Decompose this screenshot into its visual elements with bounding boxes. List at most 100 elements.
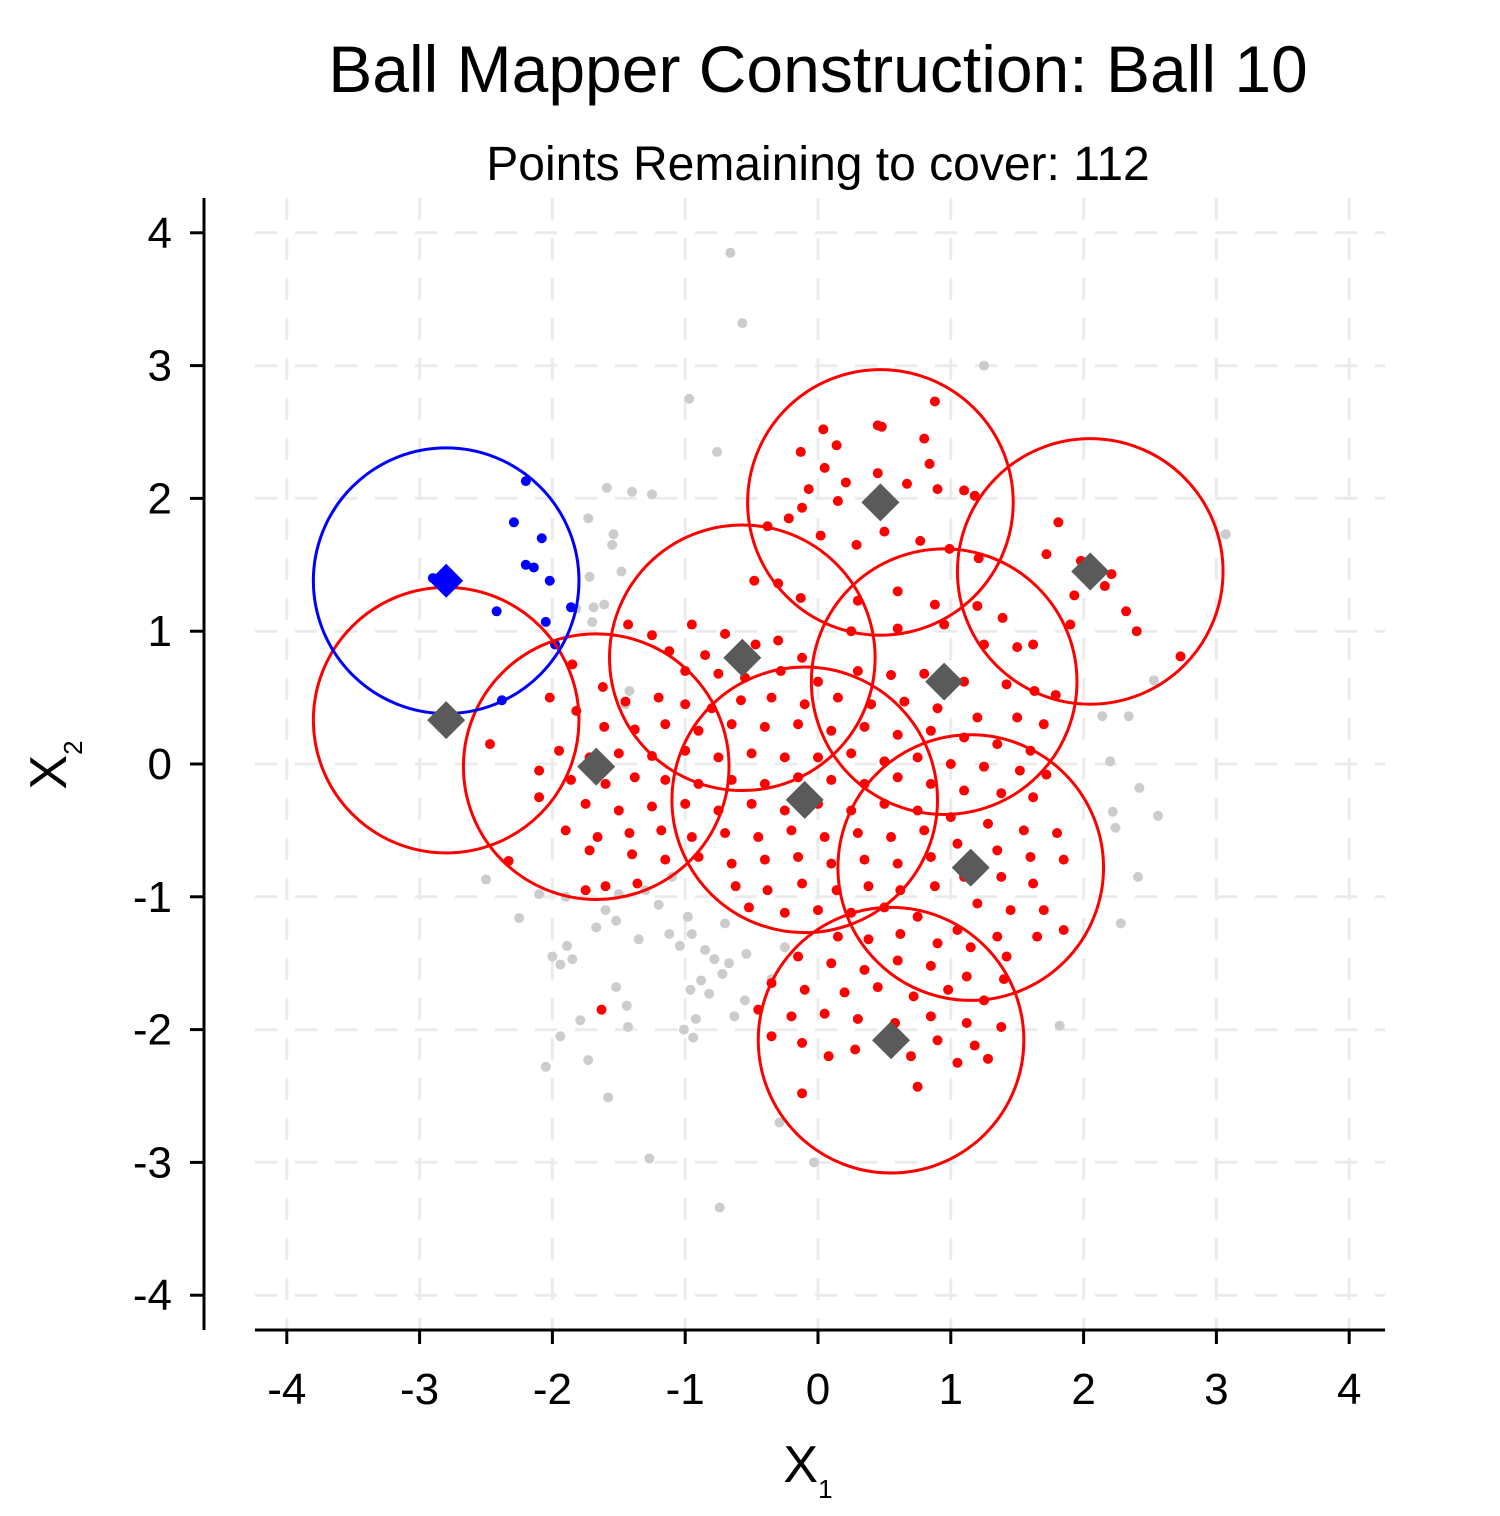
ball-center-marker — [872, 1021, 911, 1060]
uncovered-point — [633, 934, 644, 945]
covered-point — [832, 931, 843, 942]
covered-point — [600, 881, 611, 892]
covered-point — [840, 477, 851, 488]
y-tick-label: -4 — [133, 1271, 172, 1320]
uncovered-point — [627, 486, 638, 497]
uncovered-point — [1097, 711, 1108, 722]
covered-point — [632, 878, 643, 889]
covered-point — [597, 681, 608, 692]
covered-point — [982, 1053, 993, 1064]
covered-point — [735, 695, 746, 706]
uncovered-point — [1107, 806, 1118, 817]
uncovered-point — [674, 940, 685, 951]
uncovered-point — [779, 942, 790, 953]
uncovered-point — [709, 954, 720, 965]
uncovered-point — [601, 482, 612, 493]
covered-point — [797, 1088, 808, 1099]
covered-point — [872, 468, 883, 479]
covered-point — [832, 692, 843, 703]
y-tick-label: 1 — [148, 607, 172, 656]
covered-point — [919, 433, 930, 444]
y-tick-label: -3 — [133, 1138, 172, 1187]
covered-point — [660, 854, 671, 865]
y-axis-label-main: X — [20, 755, 78, 790]
covered-point — [1012, 642, 1023, 653]
covered-point — [925, 960, 936, 971]
covered-point — [746, 798, 757, 809]
x-axis-label: X1 — [783, 1436, 832, 1504]
y-tick-label: 4 — [148, 209, 172, 258]
covered-point — [850, 1044, 861, 1055]
x-tick-label: 2 — [1071, 1365, 1095, 1414]
covered-point — [979, 761, 989, 772]
covered-point — [943, 984, 954, 995]
uncovered-point — [599, 599, 610, 610]
uncovered-point — [603, 1092, 614, 1103]
uncovered-point — [774, 1117, 785, 1128]
covered-point — [959, 676, 970, 687]
covered-point — [924, 458, 935, 469]
uncovered-point — [562, 940, 573, 951]
grid-lines — [255, 198, 1385, 1330]
covered-point — [965, 942, 976, 953]
uncovered-points — [481, 247, 1231, 1213]
uncovered-point — [720, 918, 731, 929]
covered-point — [1069, 590, 1080, 601]
uncovered-point — [1110, 822, 1121, 833]
covered-point — [793, 951, 804, 962]
uncovered-point — [1105, 756, 1116, 767]
uncovered-point — [514, 913, 525, 924]
covered-point — [1131, 626, 1142, 637]
x-tick-label: -3 — [400, 1365, 439, 1414]
covered-point — [686, 832, 697, 843]
covered-point — [919, 825, 930, 836]
covered-point — [793, 851, 804, 862]
current-ball-point — [528, 562, 539, 573]
covered-point — [929, 396, 940, 407]
covered-point — [700, 650, 711, 661]
covered-point — [1028, 639, 1039, 650]
x-tick-label: 4 — [1337, 1365, 1361, 1414]
covered-point — [908, 991, 919, 1002]
uncovered-point — [979, 360, 989, 371]
covered-point — [1038, 905, 1049, 916]
covered-point — [813, 752, 823, 763]
uncovered-point — [729, 1011, 740, 1022]
uncovered-point — [591, 922, 602, 933]
covered-point — [1025, 851, 1036, 862]
covered-point — [534, 765, 545, 776]
current-ball-point — [544, 575, 555, 586]
covered-point — [1032, 931, 1043, 942]
covered-point — [997, 612, 1008, 623]
uncovered-point — [682, 911, 693, 922]
covered-point — [653, 692, 664, 703]
covered-point — [859, 721, 870, 732]
covered-point — [1058, 854, 1069, 865]
uncovered-point — [1220, 529, 1231, 540]
covered-point — [823, 1051, 834, 1062]
uncovered-point — [724, 958, 735, 969]
covered-point — [750, 639, 761, 650]
covered-point — [932, 1035, 943, 1046]
covered-point — [899, 696, 910, 707]
covered-point — [613, 805, 624, 816]
covered-point — [996, 871, 1007, 882]
covered-point — [773, 635, 784, 646]
covered-point — [992, 845, 1003, 856]
uncovered-point — [690, 1013, 701, 1024]
uncovered-point — [575, 1015, 586, 1026]
uncovered-point — [644, 1153, 655, 1164]
uncovered-point — [600, 905, 611, 916]
uncovered-point — [587, 616, 598, 627]
current-ball-point — [508, 517, 519, 528]
covered-point — [969, 1040, 980, 1051]
covered-point — [797, 878, 808, 889]
covered-point — [961, 1017, 972, 1028]
ball-center-marker — [785, 780, 824, 819]
covered-point — [753, 832, 764, 843]
covered-point — [1175, 651, 1186, 662]
uncovered-point — [696, 975, 707, 986]
covered-point — [925, 851, 936, 862]
x-tick-label: 1 — [939, 1365, 963, 1414]
covered-point — [932, 484, 943, 495]
